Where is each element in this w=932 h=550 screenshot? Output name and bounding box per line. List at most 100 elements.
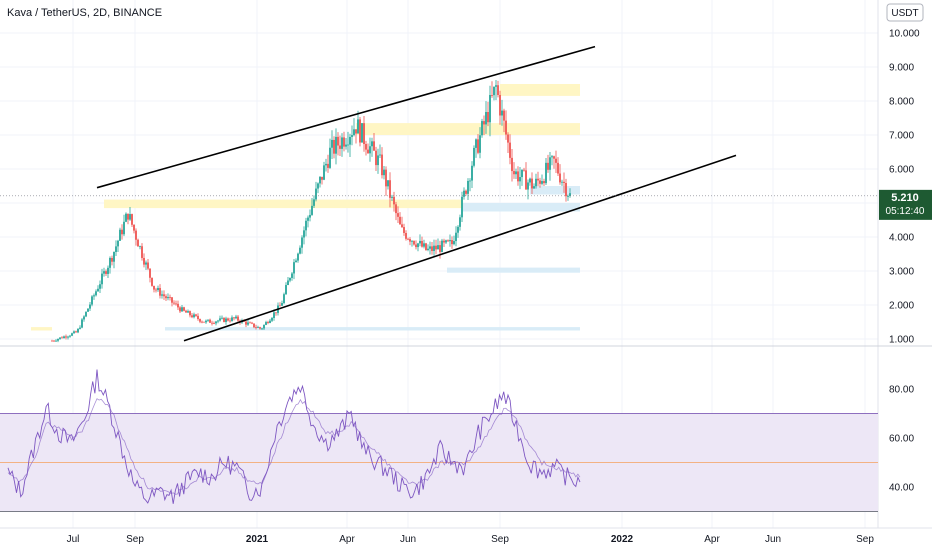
candle-body [439,245,441,252]
candle-body [307,217,309,221]
candle-body [385,169,387,187]
trendline-lower-channel [183,154,737,342]
candle-body [53,340,55,342]
candle-body [311,205,313,215]
candle-body [129,214,131,220]
candle-body [349,136,351,145]
candle-body [171,297,173,303]
candle-body [541,181,543,184]
candle-body [279,305,281,307]
candle-body [449,240,451,242]
candle-body [461,196,463,218]
candle-body [261,328,263,330]
time-axis[interactable]: Jul Sep 2021 Apr Jun Sep 2022 Apr Jun Sep [67,534,875,545]
candle-body [335,136,337,154]
candle-body [481,121,483,136]
candle-body [511,157,513,172]
candle-body [271,317,273,321]
candle-body [377,155,379,166]
candle-body [451,240,453,245]
candle-body [185,310,187,313]
candle-body [333,139,335,154]
candle-body [375,150,377,166]
rsi-signal-line [7,398,581,495]
candle-body [153,285,155,290]
candle-body [533,186,535,189]
candle-body [117,240,119,247]
candle-body [561,181,563,183]
yellow-zone [104,199,462,209]
candle-body [519,177,521,182]
candle-body [535,178,537,187]
candle-body [227,318,229,321]
candle-body [325,163,327,166]
candle-body [369,146,371,154]
candle-body [139,246,141,248]
candle-body [157,287,159,291]
candle-body [553,156,555,159]
candle-body [141,246,143,258]
candle-body [183,307,185,311]
price-tick-label: 6.000 [889,165,914,176]
candle-body [97,288,99,292]
candle-body [387,180,389,187]
candle-body [145,262,147,265]
candle-body [393,196,395,205]
candle-body [355,129,357,134]
price-tick-label: 3.000 [889,267,914,278]
rsi-panel [0,369,878,512]
candle-body [417,243,419,248]
candle-body [259,327,261,329]
price-tick-label: 1.000 [889,335,914,346]
candle-body [317,183,319,189]
candle-body [269,320,271,323]
candle-body [563,181,565,183]
candle-body [59,337,61,339]
candle-body [401,224,403,228]
candle-body [57,338,59,341]
rsi-tick-label: 80.00 [889,385,914,396]
candle-body [505,120,507,135]
candle-body [205,320,207,323]
candle-body [77,328,79,333]
candle-body [211,322,213,324]
currency-button[interactable]: USDT [886,3,924,22]
candle-body [391,196,393,198]
price-tick-label: 10.000 [889,29,920,40]
candle-body [557,162,559,174]
candle-body [83,316,85,320]
candle-body [219,318,221,321]
candle-body [213,323,215,324]
candle-body [253,323,255,328]
candle-body [497,85,499,96]
candle-body [143,257,145,265]
candle-body [99,284,101,289]
candle-body [123,221,125,235]
candle-body [235,316,237,319]
candle-body [547,162,549,170]
candle-body [527,182,529,190]
time-tick-label: 2022 [611,534,634,545]
candle-body [507,134,509,143]
candle-body [345,144,347,147]
candle-body [357,119,359,134]
candle-body [309,214,311,218]
candle-body [323,165,325,180]
candle-body [499,95,501,116]
candle-body [403,227,405,233]
candle-body [203,321,205,323]
candle-body [429,246,431,249]
candle-body [521,169,523,178]
candle-body [433,245,435,251]
candle-body [341,137,343,149]
candle-body [383,169,385,176]
symbol-title: Kava / TetherUS, 2D, BINANCE [7,7,162,19]
channel-trendlines[interactable] [96,45,737,342]
candle-body [329,147,331,168]
candle-body [413,240,415,245]
candle-body [447,240,449,242]
candle-body [551,156,553,158]
candle-body [115,246,117,252]
candle-body [327,163,329,168]
